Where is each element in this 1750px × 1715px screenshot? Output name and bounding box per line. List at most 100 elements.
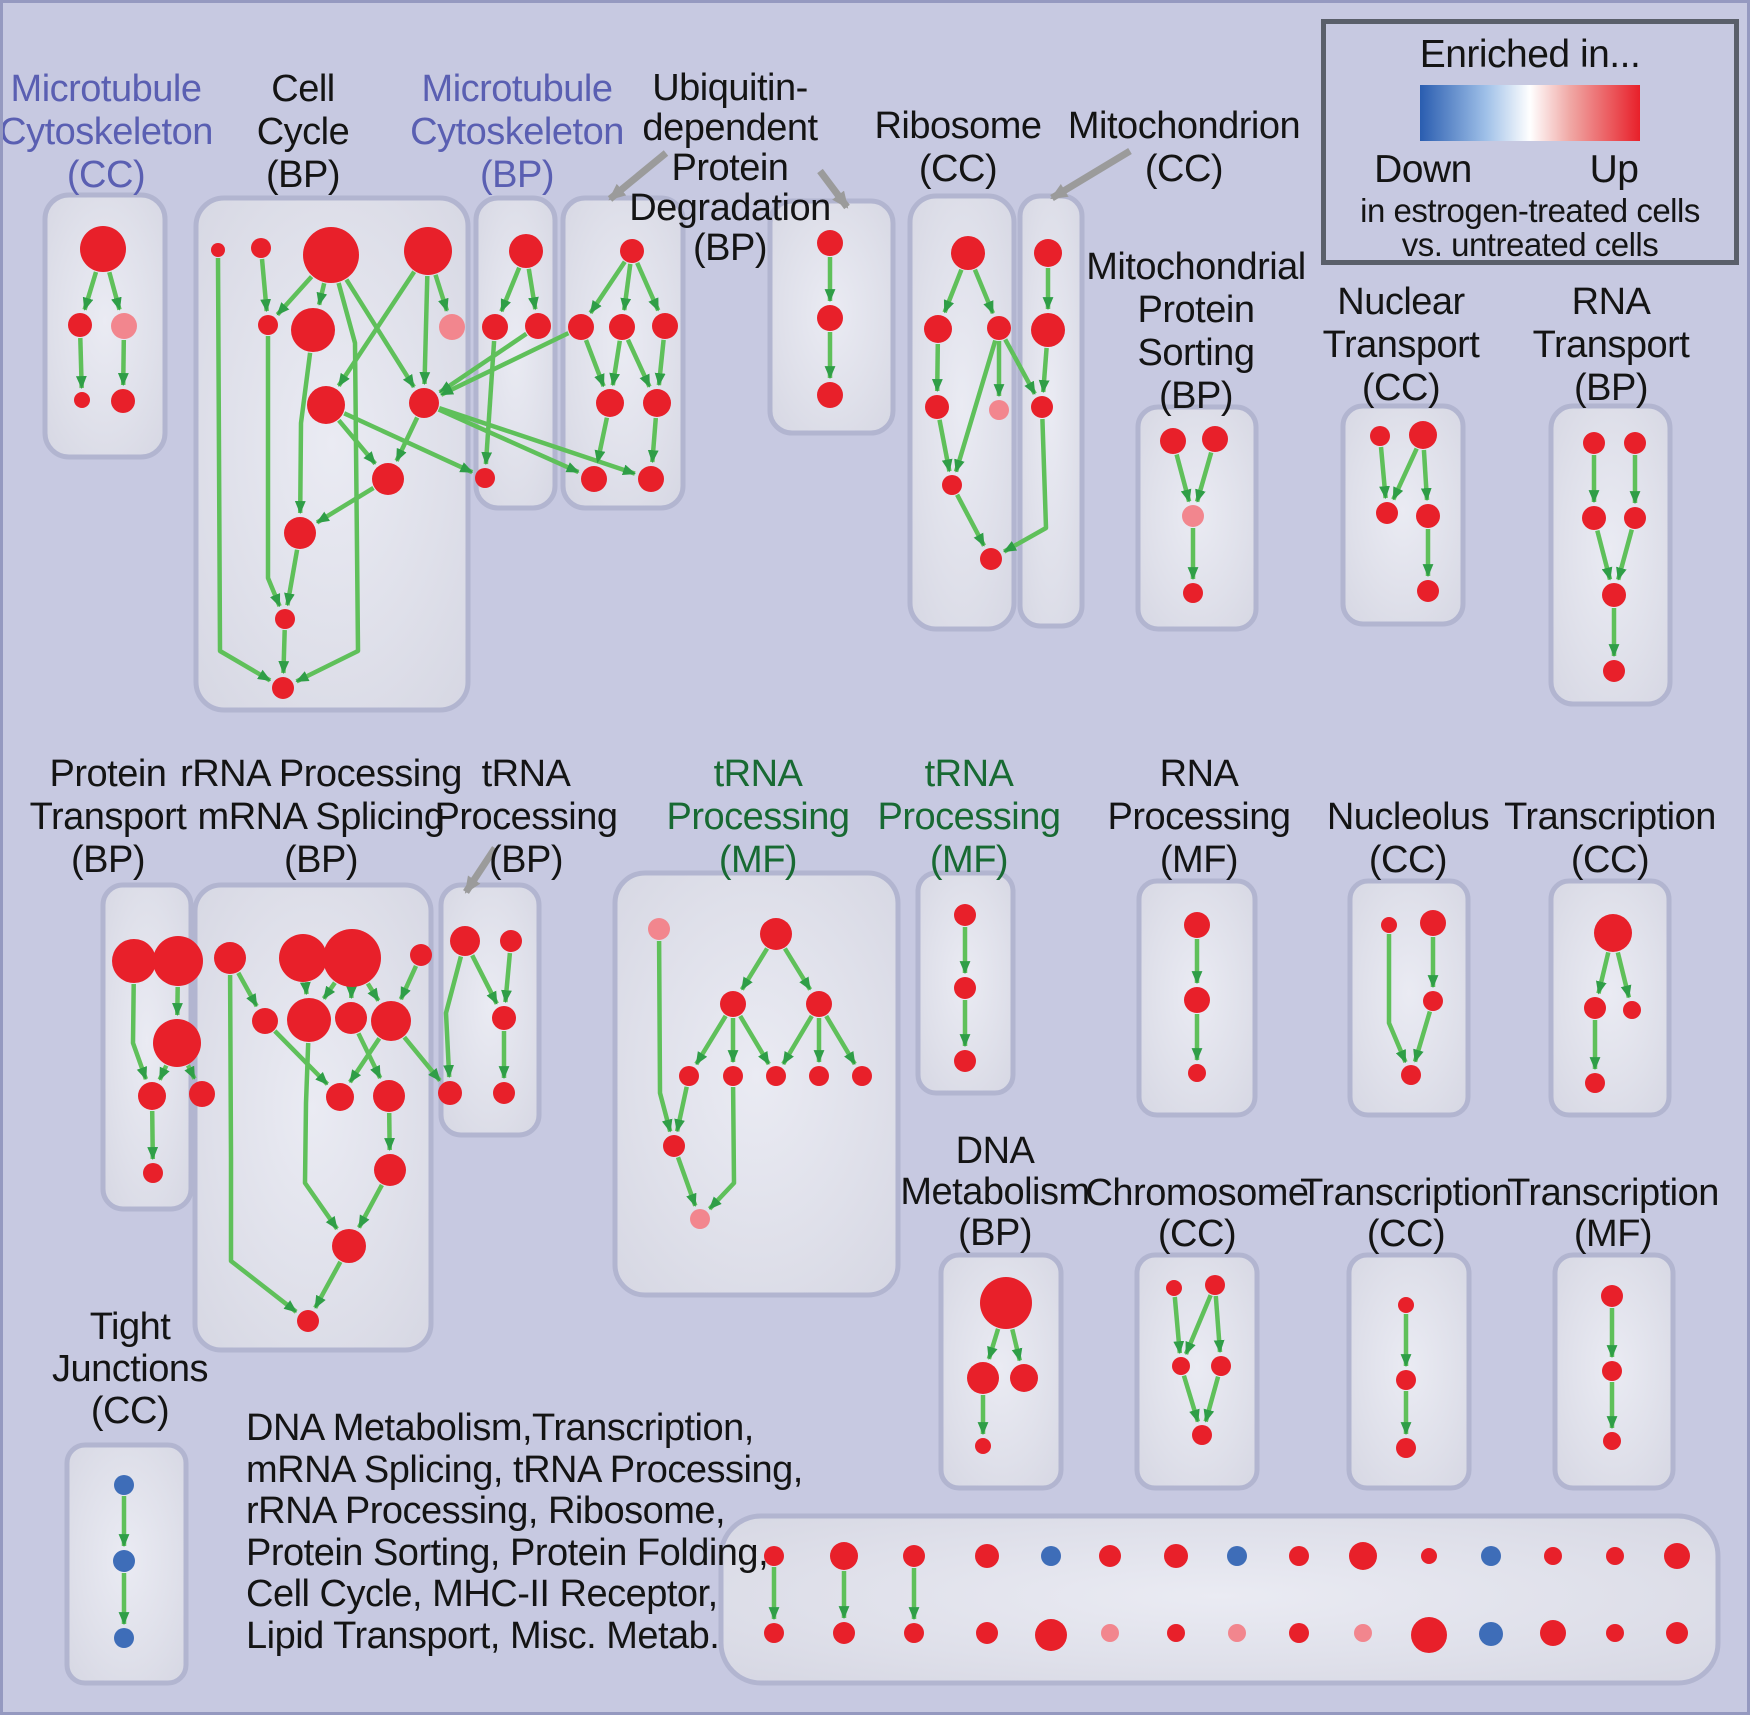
go-term-node-n3: [492, 1006, 516, 1030]
go-term-node-l1: [112, 939, 156, 983]
edge-arrow-o2-o4: [782, 947, 813, 991]
go-term-node-b10: [372, 463, 404, 495]
go-term-node-x3: [114, 1628, 134, 1648]
edge-arrow-o1-o10: [656, 940, 673, 1133]
callout-arrow-1: [817, 168, 850, 210]
edge-arrow-b12-b13: [278, 629, 290, 675]
go-term-node-m1: [214, 942, 246, 974]
go-term-node-r4: [1401, 1065, 1421, 1085]
go-term-node-f3: [817, 382, 843, 408]
go-term-node-n4: [438, 1081, 462, 1105]
edge-arrow-u2-u3: [1183, 1294, 1213, 1355]
go-term-node-y4b: [976, 1622, 998, 1644]
go-term-node-f1: [817, 230, 843, 256]
edge-arrow-u2-u4: [1213, 1295, 1225, 1354]
edge-arrow-u3-u5: [1181, 1374, 1201, 1423]
go-term-node-b7: [439, 314, 465, 340]
edge-arrow-b9-e7: [437, 407, 580, 475]
edge-arrow-o5-o10: [674, 1086, 689, 1133]
edge-arrow-n2-n3: [501, 952, 513, 1004]
go-term-node-j3: [1376, 502, 1398, 524]
legend-title: Enriched in...: [1419, 33, 1641, 76]
go-term-node-y11b: [1411, 1617, 1447, 1653]
go-term-node-s2: [1584, 997, 1606, 1019]
edge-arrow-l3-l4: [157, 1064, 170, 1081]
go-term-node-a4: [74, 392, 90, 408]
cluster-box-nuclear-transport: [1340, 403, 1466, 627]
edge-arrow-g3-h3: [1003, 338, 1037, 395]
go-term-node-b8: [307, 386, 345, 424]
edge-arrow-b2-b5: [259, 258, 272, 313]
edge-arrow-m6-m12: [302, 1042, 339, 1231]
go-term-node-d4: [475, 468, 495, 488]
edge-arrow-u1-u3: [1172, 1296, 1185, 1355]
edge-arrow-d2-d4: [481, 340, 497, 466]
go-term-node-x2: [113, 1550, 135, 1572]
go-term-node-m5: [252, 1008, 278, 1034]
edge-arrow-m1-m5: [236, 971, 259, 1008]
go-term-node-g7: [980, 548, 1002, 570]
edge-arrow-l4-l5: [147, 1110, 159, 1161]
edge-arrow-e1-e2: [588, 260, 627, 315]
go-term-node-e2: [568, 314, 594, 340]
edge-arrow-b4-b7: [433, 274, 450, 312]
go-term-node-o2: [760, 918, 792, 950]
cluster-box-microtubule-bp: [473, 195, 558, 511]
edge-arrow-g2-g4: [931, 343, 943, 393]
edge-arrow-b5-b12: [265, 336, 282, 608]
go-term-node-i1: [1160, 428, 1186, 454]
callout-arrow-2: [1050, 148, 1132, 201]
go-term-node-y11t: [1421, 1548, 1437, 1564]
go-term-node-l4: [138, 1082, 166, 1110]
edge-arrow-g1-g2: [942, 268, 964, 314]
edge-arrow-a1-a2: [82, 271, 99, 311]
edge-arrow-m5-m9: [273, 1029, 329, 1086]
go-term-node-b9: [409, 388, 439, 418]
go-term-node-y1b: [764, 1623, 784, 1643]
edge-arrow-m8-n4: [402, 1035, 442, 1083]
go-term-node-e4: [652, 313, 678, 339]
go-term-node-q2: [1184, 987, 1210, 1013]
go-term-node-o7: [766, 1066, 786, 1086]
go-term-node-q1: [1184, 912, 1210, 938]
go-term-node-x1: [114, 1475, 134, 1495]
go-term-node-m2: [279, 934, 327, 982]
go-term-node-o3: [720, 991, 746, 1017]
cluster-box-rna-transport: [1548, 403, 1673, 707]
edge-arrow-e2-e5: [583, 339, 606, 388]
go-term-node-y14t: [1606, 1547, 1624, 1565]
go-term-node-v2: [1396, 1370, 1416, 1390]
go-term-node-y10b: [1354, 1624, 1372, 1642]
go-term-node-b3: [303, 227, 359, 283]
go-term-node-k6: [1603, 660, 1625, 682]
go-term-node-j5: [1417, 580, 1439, 602]
go-term-node-b13: [272, 677, 294, 699]
edge-arrow-n1-n4: [443, 955, 464, 1079]
go-term-node-y12t: [1481, 1546, 1501, 1566]
go-term-node-e5: [596, 389, 624, 417]
go-term-node-r1: [1381, 917, 1397, 933]
go-term-node-w3: [1603, 1432, 1621, 1450]
go-term-node-k3: [1582, 506, 1606, 530]
go-term-node-y7b: [1167, 1624, 1185, 1642]
edge-arrow-b8-b10: [337, 418, 377, 466]
edge-arrow-b10-b11: [315, 485, 375, 525]
edge-arrow-e3-e5: [609, 340, 623, 387]
go-term-node-e1: [620, 239, 644, 263]
go-term-node-y15b: [1666, 1622, 1688, 1644]
go-term-node-m0: [189, 1081, 215, 1107]
edge-arrow-a2-a4: [75, 337, 87, 390]
edge-arrow-o4-o7: [781, 1014, 814, 1066]
go-term-node-j4: [1416, 504, 1440, 528]
edge-arrow-m2-m6: [299, 981, 311, 996]
go-term-node-y2t: [830, 1542, 858, 1570]
edge-arrow-b8-d4: [343, 411, 474, 475]
edge-arrow-i1-i3: [1174, 453, 1192, 503]
edge-arrow-o10-o11: [675, 1156, 698, 1207]
edge-arrow-l1-l4: [130, 983, 149, 1081]
go-term-node-n2: [500, 930, 522, 952]
edge-arrow-m11-m12: [357, 1183, 384, 1229]
edge-arrow-b11-b12: [284, 549, 300, 607]
go-term-node-y5t: [1041, 1546, 1061, 1566]
go-term-node-p2: [954, 977, 976, 999]
